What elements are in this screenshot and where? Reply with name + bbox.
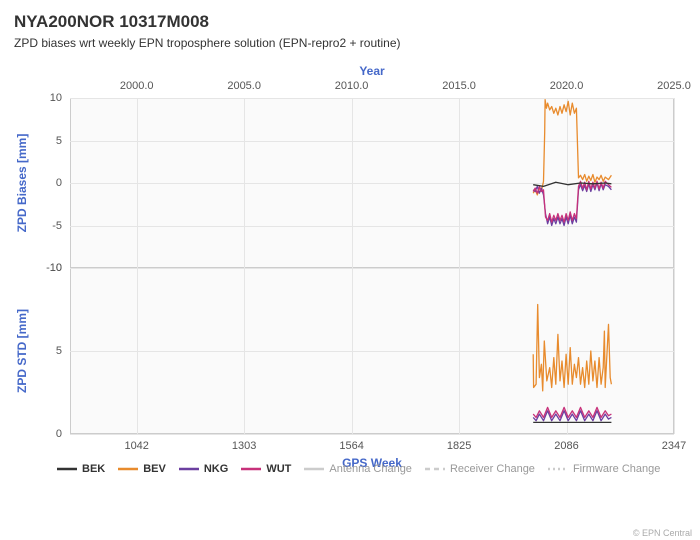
legend-label: Antenna Change bbox=[329, 460, 412, 478]
legend-item-firmware-change[interactable]: Firmware Change bbox=[547, 460, 660, 478]
legend-label: BEV bbox=[143, 460, 166, 478]
legend-item-nkg[interactable]: NKG bbox=[178, 460, 228, 478]
legend-swatch-icon bbox=[547, 464, 569, 474]
legend-swatch-icon bbox=[240, 464, 262, 474]
legend-label: WUT bbox=[266, 460, 291, 478]
legend-label: Firmware Change bbox=[573, 460, 660, 478]
legend-label: Receiver Change bbox=[450, 460, 535, 478]
legend-item-receiver-change[interactable]: Receiver Change bbox=[424, 460, 535, 478]
chart-title: NYA200NOR 10317M008 bbox=[14, 12, 686, 32]
legend-swatch-icon bbox=[178, 464, 200, 474]
panel2-lines bbox=[14, 58, 684, 458]
legend-item-bev[interactable]: BEV bbox=[117, 460, 166, 478]
chart-subtitle: ZPD biases wrt weekly EPN troposphere so… bbox=[14, 36, 686, 50]
legend-swatch-icon bbox=[303, 464, 325, 474]
legend-swatch-icon bbox=[117, 464, 139, 474]
legend-label: NKG bbox=[204, 460, 228, 478]
legend-item-bek[interactable]: BEK bbox=[56, 460, 105, 478]
plot-area: 1042130315641825208623472000.02005.02010… bbox=[14, 58, 684, 458]
legend-swatch-icon bbox=[424, 464, 446, 474]
legend-swatch-icon bbox=[56, 464, 78, 474]
legend-label: BEK bbox=[82, 460, 105, 478]
legend-item-wut[interactable]: WUT bbox=[240, 460, 291, 478]
legend: BEK BEV NKG WUT Antenna Change Receiver Chang… bbox=[56, 460, 690, 478]
series-BEV bbox=[533, 305, 611, 391]
legend-item-antenna-change[interactable]: Antenna Change bbox=[303, 460, 412, 478]
credit-label: © EPN Central bbox=[633, 528, 692, 538]
chart-container: NYA200NOR 10317M008 ZPD biases wrt weekl… bbox=[0, 0, 700, 540]
